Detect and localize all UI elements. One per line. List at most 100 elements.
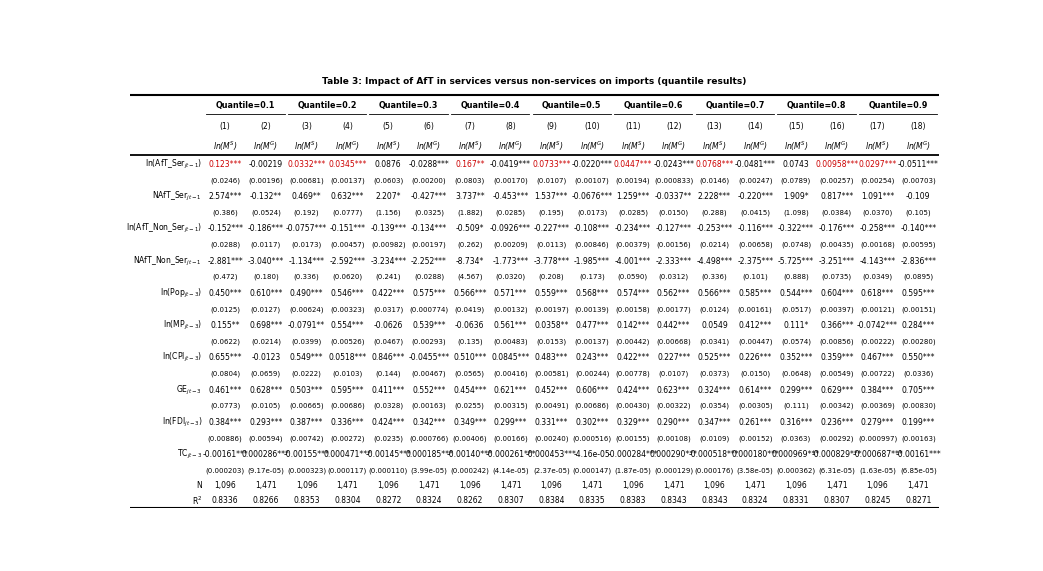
Text: 1,096: 1,096 <box>296 481 317 490</box>
Text: 0.000969***: 0.000969*** <box>772 450 820 459</box>
Text: (0.0370): (0.0370) <box>863 210 893 216</box>
Text: 0.571***: 0.571*** <box>494 289 528 298</box>
Text: ln(M$^G$): ln(M$^G$) <box>580 139 605 152</box>
Text: -0.00145***: -0.00145*** <box>365 450 411 459</box>
Text: -0.0757***: -0.0757*** <box>286 224 328 234</box>
Text: -0.0337**: -0.0337** <box>655 192 693 201</box>
Text: 1,471: 1,471 <box>256 481 276 490</box>
Text: 0.000471***: 0.000471*** <box>323 450 371 459</box>
Text: -5.725***: -5.725*** <box>778 256 814 266</box>
Text: (0.0105): (0.0105) <box>251 403 281 409</box>
Text: 0.299***: 0.299*** <box>494 418 528 427</box>
Text: -4.16e-05: -4.16e-05 <box>574 450 610 459</box>
Text: ln(M$^G$): ln(M$^G$) <box>416 139 441 152</box>
Text: (0.000323): (0.000323) <box>287 468 326 474</box>
Text: (9.17e-05): (9.17e-05) <box>247 468 285 474</box>
Text: 1,096: 1,096 <box>214 481 236 490</box>
Text: (0.0622): (0.0622) <box>210 339 240 345</box>
Text: ln(M$^G$): ln(M$^G$) <box>335 139 360 152</box>
Text: (0.00830): (0.00830) <box>901 403 936 409</box>
Text: 0.0733***: 0.0733*** <box>532 160 571 169</box>
Text: (0.00170): (0.00170) <box>493 177 528 184</box>
Text: 0.236***: 0.236*** <box>820 418 853 427</box>
Text: -0.186***: -0.186*** <box>248 224 284 234</box>
Text: -4.143***: -4.143*** <box>859 256 896 266</box>
Text: (0.0125): (0.0125) <box>210 306 240 313</box>
Text: (0.0127): (0.0127) <box>251 306 281 313</box>
Text: (0.0565): (0.0565) <box>455 371 485 377</box>
Text: (8): (8) <box>505 122 516 131</box>
Text: 0.483***: 0.483*** <box>535 353 568 363</box>
Text: (15): (15) <box>789 122 804 131</box>
Text: (0.0222): (0.0222) <box>292 371 321 377</box>
Text: (2.37e-05): (2.37e-05) <box>533 468 569 474</box>
Text: -0.0123: -0.0123 <box>251 353 281 363</box>
Text: 1,471: 1,471 <box>581 481 603 490</box>
Text: 0.628***: 0.628*** <box>249 385 283 395</box>
Text: 1,096: 1,096 <box>867 481 889 490</box>
Text: 0.000180***: 0.000180*** <box>731 450 779 459</box>
Text: (0.00594): (0.00594) <box>248 435 283 442</box>
Text: -0.108***: -0.108*** <box>574 224 610 234</box>
Text: -0.00155***: -0.00155*** <box>284 450 330 459</box>
Text: (0.00778): (0.00778) <box>615 371 650 377</box>
Text: 0.8307: 0.8307 <box>824 496 850 505</box>
Text: 0.621***: 0.621*** <box>494 385 527 395</box>
Text: (0.111): (0.111) <box>783 403 809 409</box>
Text: (3): (3) <box>301 122 312 131</box>
Text: Quantile=0.5: Quantile=0.5 <box>542 102 602 111</box>
Text: (1): (1) <box>220 122 231 131</box>
Text: 0.8331: 0.8331 <box>782 496 809 505</box>
Text: -3.040***: -3.040*** <box>248 256 284 266</box>
Text: 0.8307: 0.8307 <box>498 496 524 505</box>
Text: 0.442***: 0.442*** <box>657 321 690 330</box>
Text: (0.135): (0.135) <box>457 339 483 345</box>
Text: (0.0659): (0.0659) <box>251 371 281 377</box>
Text: 1,096: 1,096 <box>378 481 399 490</box>
Text: (10): (10) <box>584 122 600 131</box>
Text: -0.139***: -0.139*** <box>370 224 407 234</box>
Text: (0.00595): (0.00595) <box>901 242 936 248</box>
Text: 0.0518***: 0.0518*** <box>329 353 366 363</box>
Text: -0.0288***: -0.0288*** <box>409 160 450 169</box>
Text: 0.655***: 0.655*** <box>209 353 242 363</box>
Text: (0.00155): (0.00155) <box>615 435 650 442</box>
Text: (0.00222): (0.00222) <box>860 339 895 345</box>
Text: (0.00856): (0.00856) <box>820 339 854 345</box>
Text: (0.0399): (0.0399) <box>292 339 322 345</box>
Text: 0.347***: 0.347*** <box>698 418 731 427</box>
Text: (0.0648): (0.0648) <box>781 371 811 377</box>
Text: (2): (2) <box>261 122 271 131</box>
Text: 0.623***: 0.623*** <box>657 385 690 395</box>
Text: 0.8271: 0.8271 <box>905 496 931 505</box>
Text: -0.0636: -0.0636 <box>455 321 485 330</box>
Text: 0.559***: 0.559*** <box>535 289 568 298</box>
Text: -0.00219: -0.00219 <box>249 160 283 169</box>
Text: (0.0373): (0.0373) <box>699 371 729 377</box>
Text: 0.123***: 0.123*** <box>209 160 242 169</box>
Text: -0.000829***: -0.000829*** <box>811 450 863 459</box>
Text: Table 3: Impact of AfT in services versus non-services on imports (quantile resu: Table 3: Impact of AfT in services versu… <box>322 77 747 86</box>
Text: ln(M$^S$): ln(M$^S$) <box>377 139 401 152</box>
Text: (0.0590): (0.0590) <box>617 274 648 280</box>
Text: (0.00163): (0.00163) <box>412 403 446 409</box>
Text: -0.000687***: -0.000687*** <box>852 450 903 459</box>
Text: 0.0332***: 0.0332*** <box>288 160 325 169</box>
Text: NAfT_Ser$_{jt-1}$: NAfT_Ser$_{jt-1}$ <box>152 190 202 203</box>
Text: -0.0243***: -0.0243*** <box>653 160 695 169</box>
Text: 0.705***: 0.705*** <box>901 385 936 395</box>
Text: 0.142***: 0.142*** <box>616 321 650 330</box>
Text: -2.881***: -2.881*** <box>208 256 243 266</box>
Text: R$^2$: R$^2$ <box>192 494 202 507</box>
Text: (0.0150): (0.0150) <box>741 371 771 377</box>
Text: 1,471: 1,471 <box>418 481 440 490</box>
Text: (0.0603): (0.0603) <box>373 177 404 184</box>
Text: (17): (17) <box>870 122 886 131</box>
Text: ln(M$^G$): ln(M$^G$) <box>824 139 849 152</box>
Text: 0.8383: 0.8383 <box>620 496 646 505</box>
Text: 0.550***: 0.550*** <box>901 353 936 363</box>
Text: 0.412***: 0.412*** <box>738 321 772 330</box>
Text: (0.0214): (0.0214) <box>251 339 281 345</box>
Text: -0.116***: -0.116*** <box>737 224 773 234</box>
Text: 0.575***: 0.575*** <box>412 289 445 298</box>
